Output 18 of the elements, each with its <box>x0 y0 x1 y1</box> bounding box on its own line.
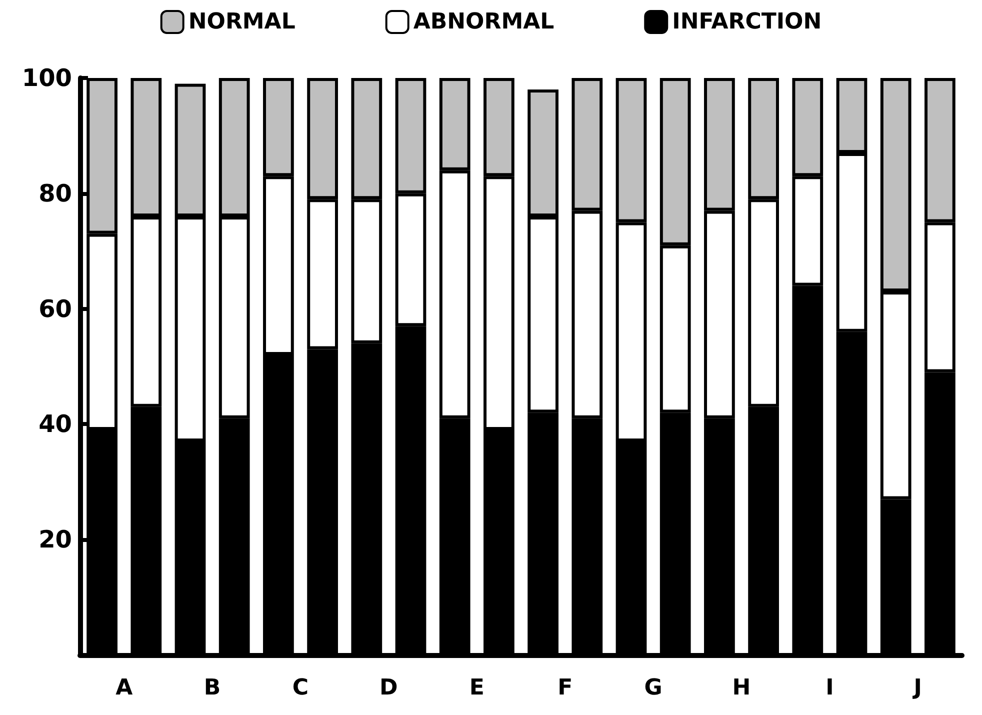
x-tick-label: J <box>912 676 922 700</box>
x-tick-label: F <box>558 676 573 700</box>
x-tick-label: C <box>292 676 309 700</box>
legend-label: ABNORMAL <box>413 10 554 34</box>
x-tick-label: G <box>644 676 662 700</box>
x-tick-label: H <box>732 676 751 700</box>
x-tick-label: B <box>204 676 221 700</box>
legend-label: NORMAL <box>188 10 296 34</box>
y-tick-label: 40 <box>38 410 72 438</box>
legend-label: INFARCTION <box>672 10 822 34</box>
x-tick-label: A <box>116 676 133 700</box>
y-tick-label: 80 <box>38 179 72 208</box>
x-tick-label: D <box>380 676 398 700</box>
x-tick-label: I <box>826 676 834 700</box>
y-tick-label: 20 <box>38 526 72 554</box>
y-tick-label: 100 <box>22 64 72 92</box>
x-tick-label: E <box>469 676 484 700</box>
y-tick-label: 60 <box>38 294 72 323</box>
